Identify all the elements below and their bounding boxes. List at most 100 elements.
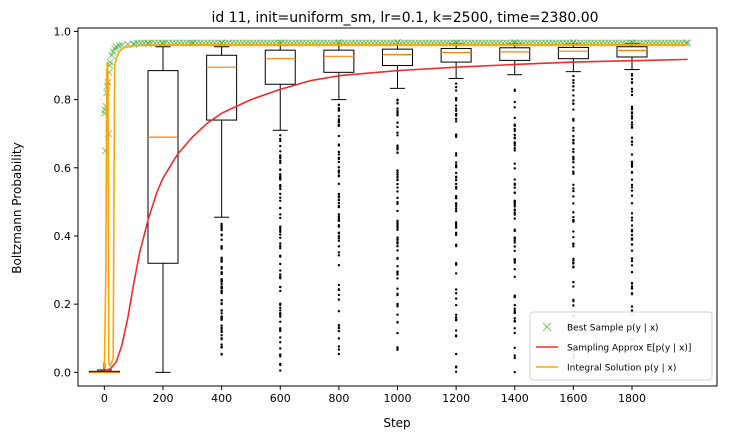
boxplot-flier — [337, 245, 341, 248]
boxplot-flier — [279, 336, 282, 339]
boxplot-flier — [572, 259, 575, 262]
boxplot-flier — [630, 257, 634, 260]
boxplot-flier — [396, 200, 399, 204]
boxplot-flier — [630, 202, 634, 205]
boxplot-flier — [513, 213, 516, 216]
boxplot-flier — [572, 220, 575, 223]
boxplot-flier — [279, 139, 282, 143]
boxplot-flier — [279, 161, 282, 164]
boxplot-flier — [220, 312, 223, 315]
boxplot-flier — [572, 102, 575, 105]
boxplot-flier — [630, 77, 634, 81]
boxplot-flier — [454, 164, 458, 168]
boxplot-flier — [572, 245, 575, 248]
boxplot-flier — [396, 190, 399, 193]
boxplot-flier — [396, 320, 399, 324]
boxplot-flier — [396, 228, 399, 231]
legend-entry: Sampling Approx E[p(y | x)] — [567, 344, 691, 354]
boxplot-flier — [454, 104, 458, 107]
boxplot-flier — [572, 202, 575, 205]
boxplot-flier — [630, 123, 634, 126]
boxplot-flier — [279, 320, 282, 323]
boxplot-flier — [630, 216, 634, 219]
series-line — [103, 43, 688, 369]
boxplot-flier — [630, 281, 634, 285]
boxplot-flier — [220, 265, 223, 269]
boxplot-flier — [630, 230, 634, 233]
boxplot-flier — [513, 249, 516, 253]
boxplot-flier — [572, 235, 575, 239]
boxplot-flier — [337, 329, 341, 333]
boxplot-flier — [572, 99, 575, 102]
boxplot-flier — [396, 222, 399, 226]
boxplot-flier — [572, 211, 575, 214]
boxplot-flier — [513, 133, 516, 137]
boxplot-flier — [279, 242, 282, 245]
boxplot — [206, 46, 238, 356]
boxplot-flier — [220, 353, 223, 356]
boxplot-flier — [454, 99, 458, 102]
boxplot-flier — [279, 369, 282, 372]
boxplot-flier — [572, 215, 575, 219]
boxplot-flier — [454, 222, 458, 226]
boxplot-flier — [454, 224, 458, 227]
boxplot-flier — [220, 345, 223, 349]
boxplot-flier — [513, 200, 516, 204]
boxplot-flier — [513, 149, 516, 152]
boxplot-flier — [454, 352, 458, 356]
boxplot-flier — [279, 355, 282, 358]
boxplot-flier — [454, 272, 458, 275]
boxplot-flier — [513, 356, 516, 360]
boxplot-flier — [513, 370, 516, 374]
boxplot-flier — [572, 300, 575, 303]
boxplot-flier — [337, 134, 341, 138]
boxplot-flier — [220, 324, 223, 327]
boxplot-flier — [513, 178, 516, 181]
y-tick-label: 1.0 — [54, 25, 72, 38]
boxplot-flier — [337, 324, 341, 327]
boxplot-flier — [572, 230, 575, 233]
boxplot — [382, 43, 413, 351]
boxplot-flier — [220, 238, 223, 241]
boxplot-flier — [396, 148, 399, 151]
legend-entry: Integral Solution p(y | x) — [567, 364, 676, 374]
boxplot-flier — [572, 89, 575, 92]
boxplot-flier — [396, 303, 399, 306]
boxplot-flier — [454, 209, 458, 213]
boxplot-flier — [396, 240, 399, 244]
boxplot-box — [323, 49, 355, 73]
boxplot-flier — [220, 299, 223, 302]
boxplot-box — [206, 54, 238, 121]
boxplot-flier — [513, 203, 516, 206]
boxplot-flier — [513, 167, 516, 170]
boxplot-flier — [454, 120, 458, 123]
boxplot-flier — [337, 225, 341, 228]
boxplot-flier — [396, 169, 399, 172]
boxplot-flier — [572, 79, 575, 82]
boxplot-flier — [454, 89, 458, 92]
boxplot-flier — [513, 241, 516, 244]
boxplot-flier — [279, 347, 282, 350]
boxplot-flier — [572, 304, 575, 307]
boxplot-flier — [337, 216, 341, 220]
boxplot-flier — [396, 146, 399, 149]
boxplot-flier — [337, 237, 341, 240]
boxplot-flier — [572, 172, 575, 175]
boxplot-flier — [220, 327, 223, 331]
boxplot-flier — [337, 202, 341, 205]
boxplot-box — [557, 46, 589, 60]
boxplot-flier — [454, 85, 458, 89]
x-tick-label: 200 — [153, 392, 174, 405]
boxplot-flier — [454, 226, 458, 229]
boxplot-box — [382, 48, 413, 67]
series-layer — [100, 39, 692, 372]
x-tick-label: 1800 — [618, 392, 646, 405]
boxplot-flier — [396, 271, 399, 274]
boxplot-flier — [220, 316, 223, 319]
boxplot-flier — [454, 171, 458, 175]
boxplot-flier — [630, 87, 634, 90]
boxplot-flier — [337, 345, 341, 348]
boxplot-flier — [572, 170, 575, 173]
boxplot-flier — [337, 150, 341, 154]
